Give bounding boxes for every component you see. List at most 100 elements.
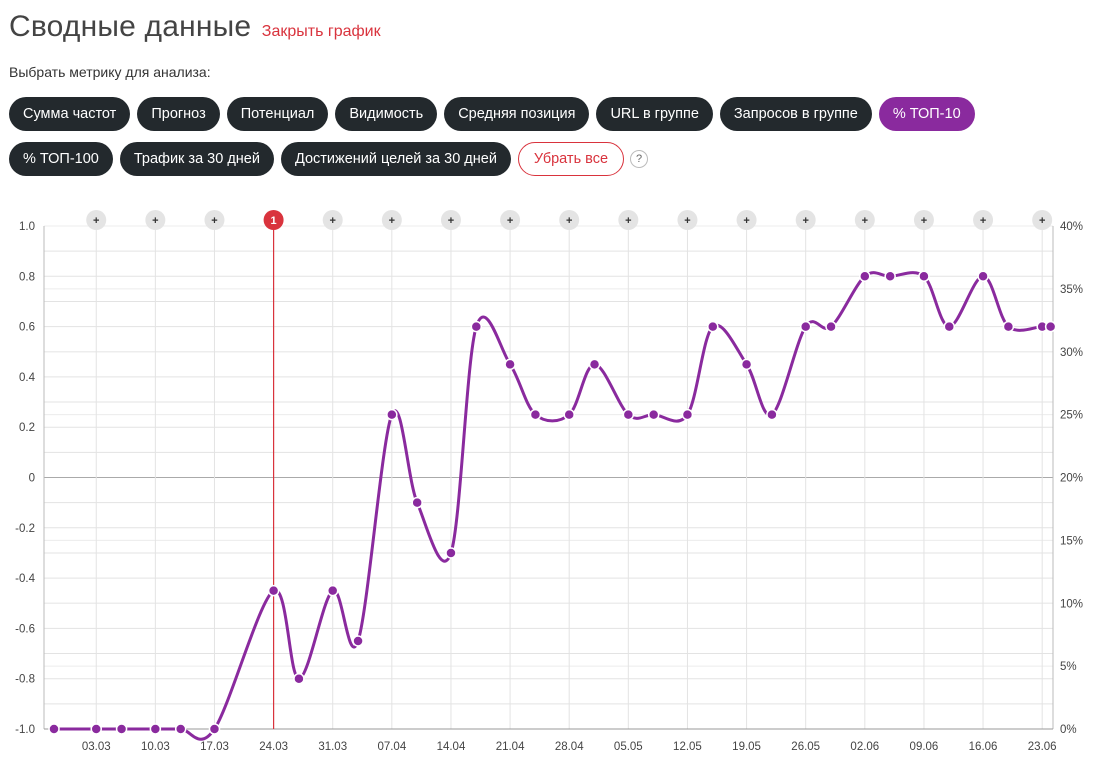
metric-button-traffic-30d[interactable]: Трафик за 30 дней: [119, 142, 274, 176]
data-point: [918, 270, 930, 283]
data-point: [445, 547, 457, 559]
clear-all-button[interactable]: Убрать все: [517, 142, 625, 176]
data-point: [174, 723, 187, 735]
data-point: [470, 320, 483, 333]
add-event-icon[interactable]: [1032, 210, 1053, 230]
y-left-tick-label: 0: [29, 473, 35, 485]
data-point: [48, 723, 60, 735]
y-right-tick-label: 5%: [1060, 661, 1077, 673]
data-point: [647, 408, 660, 421]
data-point: [352, 635, 364, 647]
help-icon[interactable]: ?: [630, 150, 649, 168]
y-right-tick-label: 35%: [1060, 284, 1083, 296]
x-tick-label: 16.06: [969, 741, 998, 753]
data-point: [293, 672, 305, 685]
x-tick-label: 12.05: [673, 741, 702, 753]
event-flag-icon[interactable]: [263, 210, 284, 230]
metric-button-forecast[interactable]: Прогноз: [137, 97, 220, 131]
data-point: [825, 320, 837, 333]
add-event-label: +: [980, 215, 986, 227]
data-point: [90, 723, 102, 735]
y-right-tick-label: 25%: [1060, 410, 1083, 422]
add-event-icon[interactable]: [500, 210, 521, 230]
add-event-icon[interactable]: [736, 210, 757, 230]
add-event-label: +: [1039, 215, 1045, 227]
data-point: [588, 358, 601, 371]
add-event-icon[interactable]: [973, 210, 994, 230]
event-flag-label: 1: [271, 215, 277, 227]
add-event-icon[interactable]: [854, 210, 875, 230]
x-tick-label: 24.03: [259, 741, 288, 753]
add-event-label: +: [566, 215, 572, 227]
add-event-label: +: [448, 215, 454, 227]
metric-button-visibility[interactable]: Видимость: [335, 97, 438, 131]
add-event-icon[interactable]: [913, 210, 934, 230]
x-tick-label: 28.04: [555, 741, 584, 753]
x-tick-label: 19.05: [732, 741, 761, 753]
header: Сводные данные Закрыть график: [9, 10, 381, 44]
add-event-icon[interactable]: [795, 210, 816, 230]
add-event-label: +: [507, 215, 513, 227]
y-left-tick-label: 0.8: [19, 271, 35, 283]
metric-button-average-position[interactable]: Средняя позиция: [444, 97, 590, 131]
x-tick-label: 26.05: [791, 741, 820, 753]
data-point: [411, 496, 423, 509]
metric-button-top10-active[interactable]: % ТОП-10: [878, 97, 975, 131]
y-right-tick-label: 40%: [1060, 221, 1083, 233]
x-tick-label: 03.03: [82, 741, 111, 753]
x-tick-label: 05.05: [614, 741, 643, 753]
add-event-icon[interactable]: [559, 210, 580, 230]
add-event-icon[interactable]: [322, 210, 343, 230]
metric-button-top100[interactable]: % ТОП-100: [9, 142, 113, 176]
y-left-tick-label: -0.8: [15, 674, 35, 686]
add-event-label: +: [743, 215, 749, 227]
add-event-icon[interactable]: [677, 210, 698, 230]
add-event-label: +: [389, 215, 395, 227]
data-point: [622, 408, 635, 421]
add-event-icon[interactable]: [145, 210, 166, 230]
add-event-label: +: [684, 215, 690, 227]
data-point: [707, 320, 719, 333]
add-event-icon[interactable]: [381, 210, 402, 230]
data-point: [563, 408, 575, 421]
page-title: Сводные данные: [9, 10, 252, 43]
data-point: [208, 723, 221, 735]
x-tick-label: 31.03: [318, 741, 347, 753]
data-point: [1002, 320, 1015, 333]
series-line: [54, 271, 1051, 741]
close-chart-link[interactable]: Закрыть график: [261, 23, 381, 40]
x-tick-label: 09.06: [910, 741, 939, 753]
y-left-tick-label: -0.6: [15, 623, 35, 635]
data-point: [1044, 320, 1057, 333]
y-left-tick-label: -1.0: [15, 724, 35, 736]
data-point: [115, 723, 128, 735]
data-point: [977, 270, 989, 283]
line-chart: 1.0 0.8 0.6 0.4 0.2 0 -0.2 -0.4 -0.6 -0.8 -1.0 40% 3…: [15, 210, 1083, 753]
y-right-tick-label: 20%: [1060, 473, 1083, 485]
data-point: [681, 408, 694, 421]
add-event-label: +: [802, 215, 808, 227]
add-event-label: +: [625, 215, 631, 227]
x-tick-label: 10.03: [141, 741, 170, 753]
x-tick-label: 21.04: [496, 741, 525, 753]
metric-button-url-in-group[interactable]: URL в группе: [596, 97, 713, 131]
add-event-label: +: [93, 215, 99, 227]
metric-button-potential[interactable]: Потенциал: [226, 97, 329, 131]
y-right-tick-label: 10%: [1060, 598, 1083, 610]
x-tick-label: 23.06: [1028, 741, 1057, 753]
data-point: [740, 358, 753, 371]
x-tick-label: 14.04: [437, 741, 466, 753]
data-point: [504, 358, 516, 371]
y-left-tick-label: -0.2: [15, 523, 35, 535]
y-left-tick-label: 0.6: [19, 322, 35, 334]
metric-button-frequency-sum[interactable]: Сумма частот: [9, 97, 131, 131]
y-left-tick-label: 0.4: [19, 372, 36, 384]
add-event-icon[interactable]: [204, 210, 225, 230]
add-event-icon[interactable]: [618, 210, 639, 230]
metric-button-goals-30d[interactable]: Достижений целей за 30 дней: [280, 142, 511, 176]
add-event-icon[interactable]: [440, 210, 461, 230]
y-right-tick-label: 0%: [1060, 724, 1077, 736]
add-event-label: +: [862, 215, 868, 227]
metric-button-queries-in-group[interactable]: Запросов в группе: [719, 97, 872, 131]
add-event-icon[interactable]: [86, 210, 107, 230]
